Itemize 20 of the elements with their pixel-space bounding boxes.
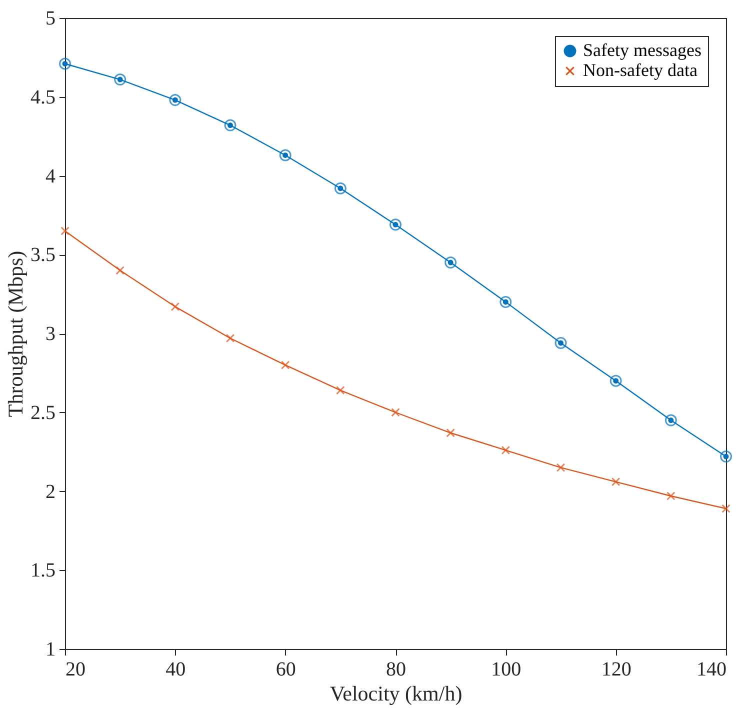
x-axis-title: Velocity (km/h) <box>330 682 462 706</box>
y-tick-label: 3 <box>46 323 56 345</box>
legend-label: Non-safety data <box>583 60 698 80</box>
y-tick-label: 1.5 <box>30 560 56 582</box>
x-tick-label: 100 <box>491 658 522 680</box>
x-tick-label: 80 <box>386 658 406 680</box>
y-tick-label: 2 <box>46 480 56 503</box>
y-tick-label: 4.5 <box>30 86 56 108</box>
y-axis-title: Throughput (Mbps) <box>4 250 28 418</box>
legend-label: Safety messages <box>583 40 702 60</box>
y-tick-label: 5 <box>46 8 56 30</box>
y-tick-label: 1 <box>46 638 56 660</box>
x-tick-label: 120 <box>601 658 632 680</box>
x-tick-label: 60 <box>276 658 296 680</box>
x-tick-label: 140 <box>696 658 726 680</box>
y-tick-label: 2.5 <box>30 402 56 424</box>
x-tick-label: 40 <box>166 658 186 680</box>
x-tick-label: 20 <box>66 658 86 680</box>
y-tick-label: 4 <box>46 165 56 188</box>
y-tick-label: 3.5 <box>30 244 56 266</box>
